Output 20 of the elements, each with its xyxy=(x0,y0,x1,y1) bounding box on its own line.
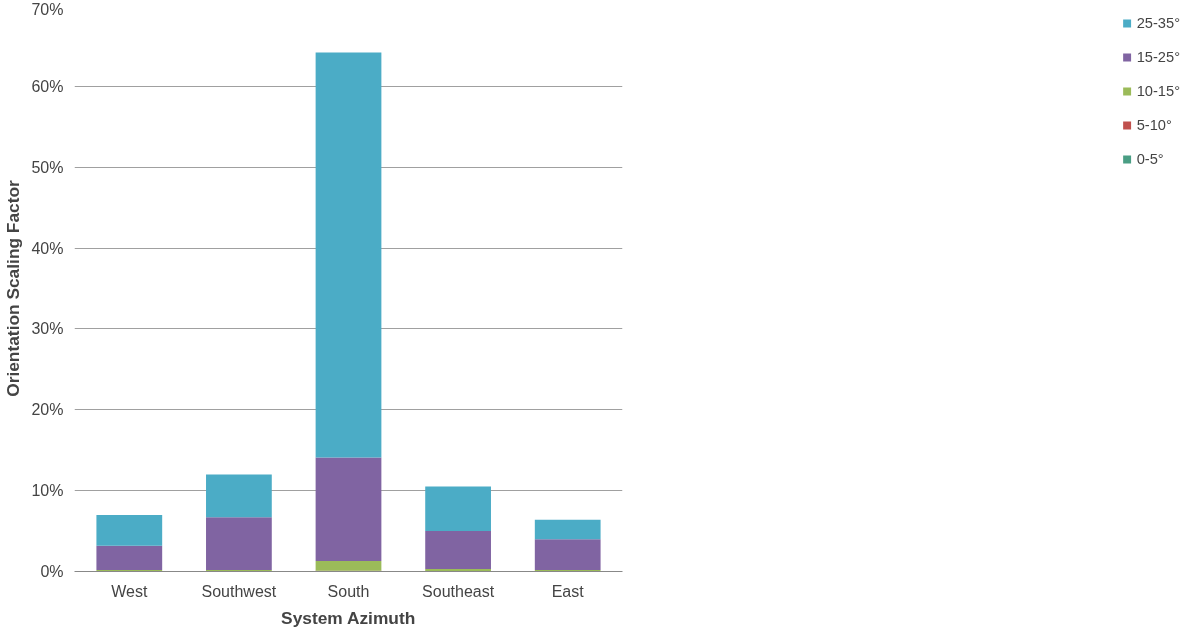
x-tick-label: West xyxy=(111,582,148,600)
legend-label: 15-25° xyxy=(1136,49,1180,65)
x-tick-label: East xyxy=(551,582,585,600)
legend-label: 0-5° xyxy=(1136,151,1164,167)
legend-label: 25-35° xyxy=(1136,15,1180,31)
y-tick-label: 0% xyxy=(40,563,64,580)
x-tick-label: Southwest xyxy=(201,582,277,600)
y-tick-label: 20% xyxy=(31,401,64,419)
y-tick-label: 70% xyxy=(31,0,64,18)
y-tick-label: 30% xyxy=(31,320,64,338)
y-tick-label: 60% xyxy=(31,77,64,95)
y-axis-title: Orientation Scaling Factor xyxy=(3,179,24,397)
legend-label: 10-15° xyxy=(1136,83,1180,99)
y-tick-label: 40% xyxy=(31,239,64,257)
y-tick-label: 50% xyxy=(31,158,64,176)
x-tick-label: Southeast xyxy=(422,582,495,600)
x-tick-label: South xyxy=(327,582,370,600)
legend-label: 5-10° xyxy=(1136,117,1172,133)
y-tick-label: 10% xyxy=(31,482,64,500)
x-axis-title: System Azimuth xyxy=(281,607,416,628)
